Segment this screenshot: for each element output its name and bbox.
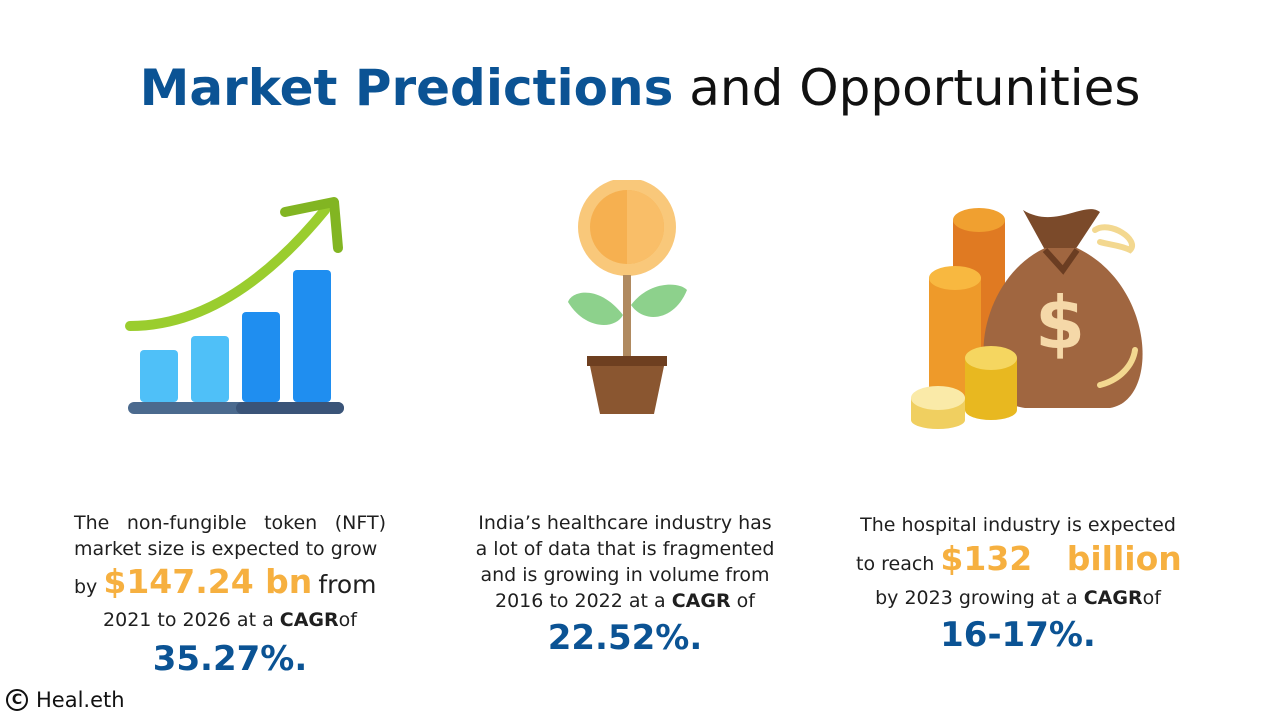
healthcare-cagr-percent: 22.52%. bbox=[547, 618, 703, 658]
title-rest: and Opportunities bbox=[689, 59, 1141, 117]
svg-text:$: $ bbox=[1035, 281, 1085, 365]
nft-by: by bbox=[74, 576, 98, 598]
hospital-description: The hospital industry is expected bbox=[860, 514, 1176, 536]
healthcare-cagr-label: CAGR bbox=[671, 590, 731, 612]
hospital-cagr-percent: 16-17%. bbox=[940, 615, 1096, 655]
hospital-reach: to reach bbox=[856, 553, 935, 575]
healthcare-period: 2016 to 2022 at a CAGR of bbox=[495, 590, 755, 612]
hospital-market-value: $132 billion bbox=[940, 539, 1182, 578]
hospital-value-line: to reach $132 billion bbox=[848, 538, 1188, 585]
title-bold: Market Predictions bbox=[139, 59, 674, 117]
growth-chart-icon bbox=[125, 197, 344, 414]
nft-period: 2021 to 2026 at a CAGRof bbox=[103, 609, 357, 631]
india-healthcare-block: India’s healthcare industry has a lot of… bbox=[470, 510, 780, 660]
hospital-cagr-label: CAGR bbox=[1083, 587, 1143, 609]
hospital-industry-block: The hospital industry is expected to rea… bbox=[848, 512, 1188, 657]
nft-cagr-label: CAGR bbox=[279, 609, 339, 631]
money-bag-icon: $ bbox=[911, 208, 1143, 429]
footer-brand: C Heal.eth bbox=[6, 688, 125, 712]
page-title: Market Predictions and Opportunities bbox=[0, 56, 1280, 120]
nft-from: from bbox=[318, 570, 377, 599]
nft-market-value: $147.24 bn bbox=[103, 562, 313, 601]
nft-description: The non-fungible token (NFT) market size… bbox=[74, 512, 386, 560]
hospital-period: by 2023 growing at a CAGRof bbox=[875, 587, 1161, 609]
copyright-icon: C bbox=[6, 689, 28, 711]
nft-value-line: by $147.24 bn from bbox=[74, 562, 386, 607]
nft-cagr-percent: 35.27%. bbox=[152, 639, 308, 679]
money-plant-icon bbox=[568, 180, 687, 414]
healthcare-description: India’s healthcare industry has a lot of… bbox=[475, 512, 775, 586]
nft-market-block: The non-fungible token (NFT) market size… bbox=[74, 510, 386, 681]
brand-name: Heal.eth bbox=[36, 688, 125, 712]
